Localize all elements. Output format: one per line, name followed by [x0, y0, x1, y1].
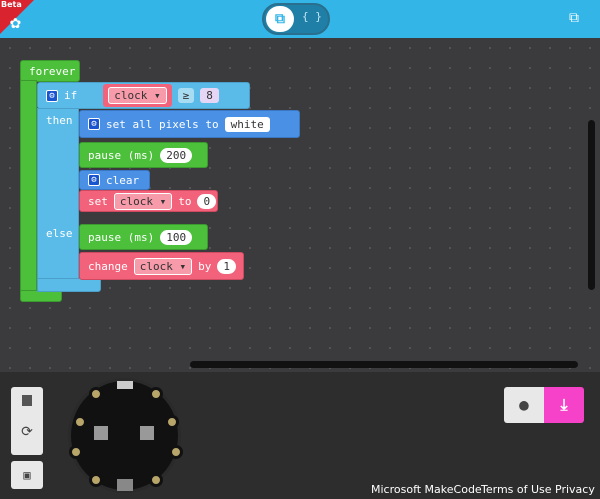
variable-dropdown[interactable]: clock ▾	[133, 257, 193, 275]
variable-dropdown[interactable]: clock ▾	[113, 192, 173, 210]
if-block-body	[37, 108, 79, 292]
pause-value-input[interactable]: 100	[160, 229, 193, 245]
gear-icon: ⚙	[88, 174, 100, 186]
slow-mode-button[interactable]: ●	[504, 387, 544, 423]
if-block-foot	[37, 278, 101, 292]
number-input[interactable]: 8	[200, 88, 219, 103]
else-label: else	[46, 227, 73, 240]
circuit-playground-simulator[interactable]	[68, 378, 183, 493]
button-b[interactable]	[140, 426, 154, 440]
if-label: if	[64, 89, 78, 102]
gear-icon: ⚙	[88, 118, 100, 130]
set-variable-block[interactable]: set clock ▾ to 0	[79, 190, 218, 212]
collapse-simulator-button[interactable]: ▣	[11, 461, 43, 489]
javascript-mode-button[interactable]: { }	[302, 10, 322, 23]
if-block[interactable]: ⚙ if clock ▾ ≥ 8	[37, 82, 250, 109]
clear-block[interactable]: ⚙ clear	[79, 170, 150, 190]
pause-value-input[interactable]: 200	[160, 147, 193, 163]
change-variable-block[interactable]: change clock ▾ by 1	[79, 252, 244, 280]
horizontal-scrollbar[interactable]	[190, 361, 578, 368]
usb-port	[117, 381, 133, 389]
pause-block[interactable]: pause (ms) 200	[79, 142, 208, 168]
color-dropdown[interactable]: white	[224, 116, 270, 132]
pause-block[interactable]: pause (ms) 100	[79, 224, 208, 250]
then-label: then	[46, 114, 73, 127]
set-pixels-label: set all pixels to	[106, 117, 219, 131]
external-link-icon[interactable]: ⧉	[569, 10, 579, 26]
blocks-mode-puzzle-icon[interactable]: ⧉	[266, 6, 294, 32]
pause-label: pause (ms)	[88, 148, 155, 162]
vertical-scrollbar[interactable]	[588, 120, 595, 290]
snail-icon: ●	[519, 395, 529, 414]
to-label: to	[178, 194, 192, 208]
button-a[interactable]	[94, 426, 108, 440]
privacy-link[interactable]: Privacy	[555, 483, 595, 496]
forever-label: forever	[29, 64, 76, 78]
restart-icon[interactable]: ⟳	[21, 424, 33, 440]
collapse-icon: ▣	[23, 468, 31, 482]
download-icon: ⤓	[560, 395, 568, 414]
stop-icon[interactable]	[22, 395, 32, 406]
beta-label: Beta	[1, 0, 22, 9]
set-all-pixels-block[interactable]: ⚙ set all pixels to white	[79, 110, 300, 138]
by-label: by	[198, 259, 212, 273]
operator-dropdown[interactable]: ≥	[177, 88, 195, 103]
value-input[interactable]: 1	[217, 258, 236, 274]
forever-block[interactable]: forever	[20, 60, 80, 82]
adafruit-logo-icon[interactable]: ✿	[10, 12, 21, 33]
makecode-link[interactable]: Microsoft MakeCode	[371, 483, 482, 496]
header: Beta ✿ ⧉ { } ⧉	[0, 0, 600, 38]
clear-label: clear	[106, 173, 140, 187]
simulator-controls: ⟳	[11, 387, 43, 455]
forever-block-body	[20, 80, 37, 302]
editor-toggle[interactable]: ⧉ { }	[262, 3, 330, 35]
battery-port	[117, 479, 133, 491]
change-label: change	[88, 259, 128, 273]
pause-label: pause (ms)	[88, 230, 155, 244]
terms-link[interactable]: Terms of Use	[481, 483, 552, 496]
variable-dropdown[interactable]: clock ▾	[108, 87, 167, 104]
set-label: set	[88, 194, 108, 208]
value-input[interactable]: 0	[197, 193, 217, 209]
variable-block[interactable]: clock ▾	[103, 84, 172, 107]
download-button[interactable]: ⤓	[544, 387, 584, 423]
gear-icon[interactable]: ⚙	[46, 89, 58, 102]
beta-ribbon	[0, 0, 34, 34]
